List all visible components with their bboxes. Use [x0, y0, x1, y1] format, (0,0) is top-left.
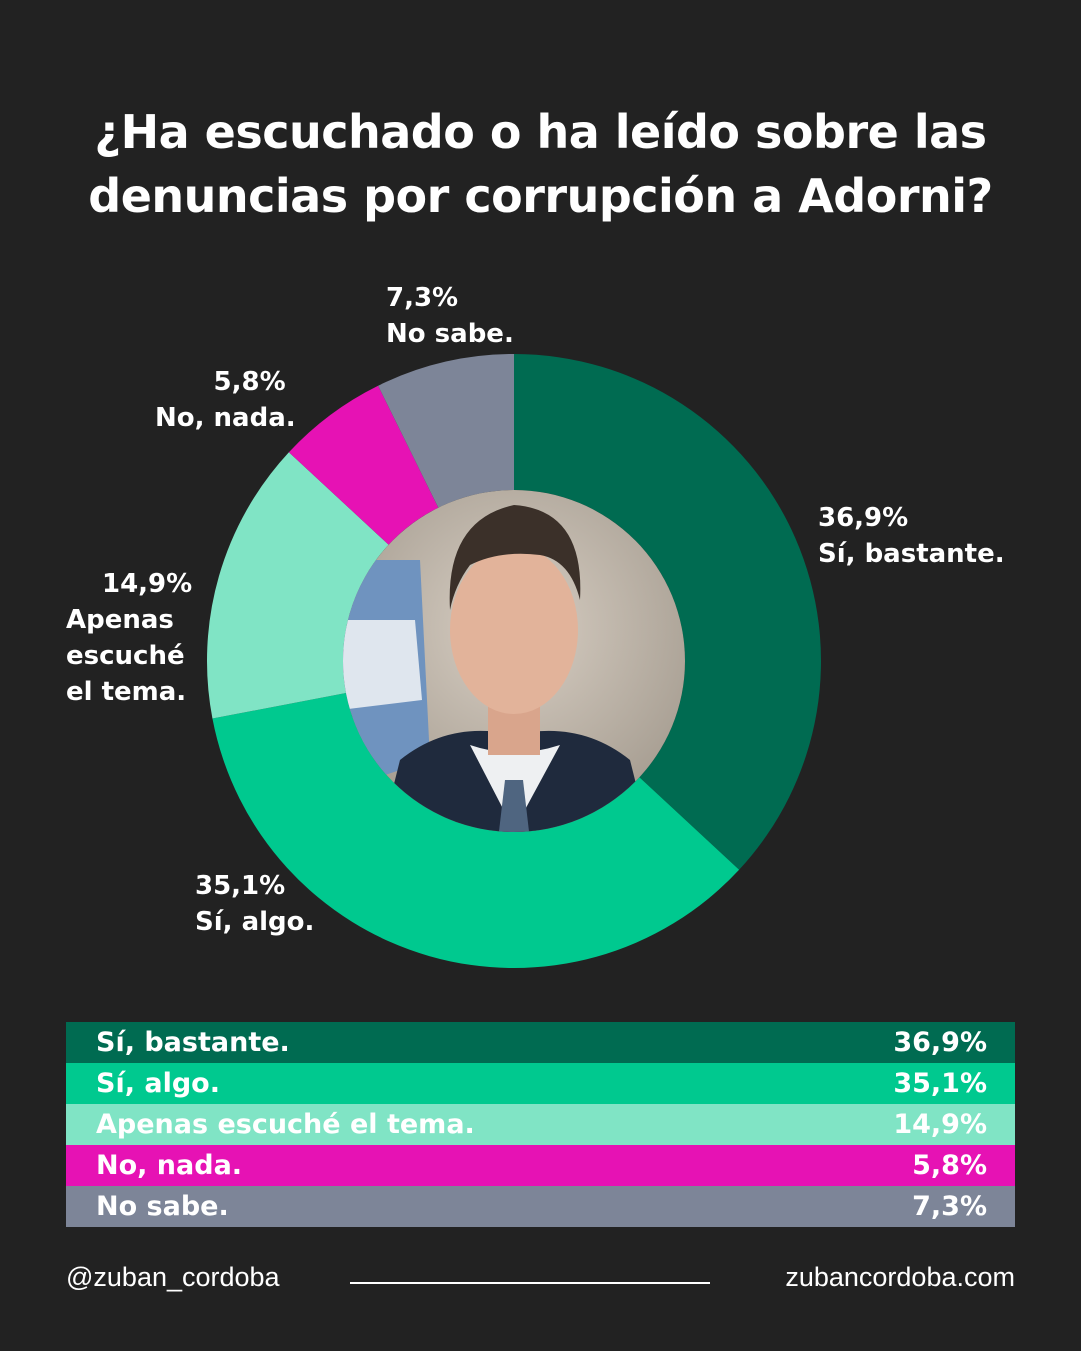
slice-value-no-nada: 5,8% [213, 367, 286, 397]
footer-website[interactable]: zubancordoba.com [785, 1262, 1015, 1292]
donut-slice-3 [288, 385, 439, 545]
slice-value-si-algo: 35,1% [195, 871, 286, 901]
legend-row-apenas: Apenas escuché el tema. 14,9% [66, 1104, 1015, 1145]
legend-label: Sí, algo. [96, 1068, 220, 1099]
hair-shape [449, 505, 581, 610]
donut-slice-1 [212, 693, 740, 968]
footer-handle[interactable]: @zuban_cordoba [66, 1262, 280, 1292]
legend-row-no-nada: No, nada. 5,8% [66, 1145, 1015, 1186]
chart-title-line-1: ¿Ha escuchado o ha leído sobre las [94, 105, 987, 159]
slice-label-no-sabe: 7,3% No sabe. [386, 280, 514, 352]
legend-value: 14,9% [893, 1109, 987, 1140]
slice-text-apenas-line-2: escuché [66, 641, 185, 671]
chart-title: ¿Ha escuchado o ha leído sobre las denun… [0, 100, 1081, 228]
slice-value-apenas: 14,9% [102, 569, 193, 599]
slice-text-apenas-line-3: el tema. [66, 677, 187, 707]
donut-chart [207, 354, 821, 968]
legend-label: No sabe. [96, 1191, 229, 1222]
donut-slices [207, 354, 821, 968]
legend-value: 7,3% [912, 1191, 987, 1222]
legend-label: No, nada. [96, 1150, 243, 1181]
legend-value: 5,8% [912, 1150, 987, 1181]
slice-text-no-sabe: No sabe. [386, 319, 514, 349]
portrait-photo [343, 490, 685, 832]
slice-text-si-algo: Sí, algo. [195, 907, 315, 937]
slice-value-no-sabe: 7,3% [386, 283, 459, 313]
slice-text-si-bastante: Sí, bastante. [818, 539, 1005, 569]
legend-row-no-sabe: No sabe. 7,3% [66, 1186, 1015, 1227]
donut-slice-4 [378, 354, 514, 508]
legend-label: Sí, bastante. [96, 1027, 290, 1058]
slice-text-apenas-line-1: Apenas [66, 605, 174, 635]
legend-label: Apenas escuché el tema. [96, 1109, 475, 1140]
legend-row-si-algo: Sí, algo. 35,1% [66, 1063, 1015, 1104]
legend-row-si-bastante: Sí, bastante. 36,9% [66, 1022, 1015, 1063]
donut-slice-0 [514, 354, 821, 870]
slice-label-no-nada: 5,8% No, nada. [155, 364, 296, 436]
slice-label-si-bastante: 36,9% Sí, bastante. [818, 500, 1005, 572]
slice-value-si-bastante: 36,9% [818, 503, 909, 533]
slice-label-apenas: 14,9% Apenas escuché el tema. [66, 566, 192, 710]
legend-table: Sí, bastante. 36,9% Sí, algo. 35,1% Apen… [66, 1022, 1015, 1227]
legend-value: 35,1% [893, 1068, 987, 1099]
flag-stripe [343, 620, 422, 710]
face-shape [450, 546, 578, 714]
chart-title-line-2: denuncias por corrupción a Adorni? [88, 169, 993, 223]
slice-label-si-algo: 35,1% Sí, algo. [195, 868, 314, 940]
tie-shape [498, 780, 530, 832]
footer-divider [350, 1282, 710, 1284]
donut-slice-2 [207, 452, 389, 719]
slice-text-no-nada: No, nada. [155, 403, 296, 433]
legend-value: 36,9% [893, 1027, 987, 1058]
